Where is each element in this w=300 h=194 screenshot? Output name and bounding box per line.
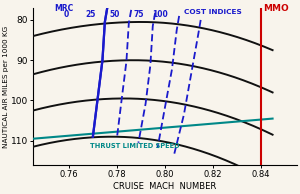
Y-axis label: NAUTICAL AIR MILES per 1000 KG: NAUTICAL AIR MILES per 1000 KG xyxy=(4,25,10,147)
Text: COST INDICES: COST INDICES xyxy=(184,9,242,15)
Text: 100: 100 xyxy=(152,10,168,19)
X-axis label: CRUISE  MACH  NUMBER: CRUISE MACH NUMBER xyxy=(113,182,216,191)
Text: 75: 75 xyxy=(133,10,144,19)
Text: 0: 0 xyxy=(64,10,69,19)
Text: 50: 50 xyxy=(109,10,120,19)
Text: THRUST LIMITED SPEED: THRUST LIMITED SPEED xyxy=(91,143,180,149)
Text: MRC: MRC xyxy=(55,4,74,13)
Text: 25: 25 xyxy=(85,10,96,19)
Text: MMO: MMO xyxy=(263,4,289,13)
